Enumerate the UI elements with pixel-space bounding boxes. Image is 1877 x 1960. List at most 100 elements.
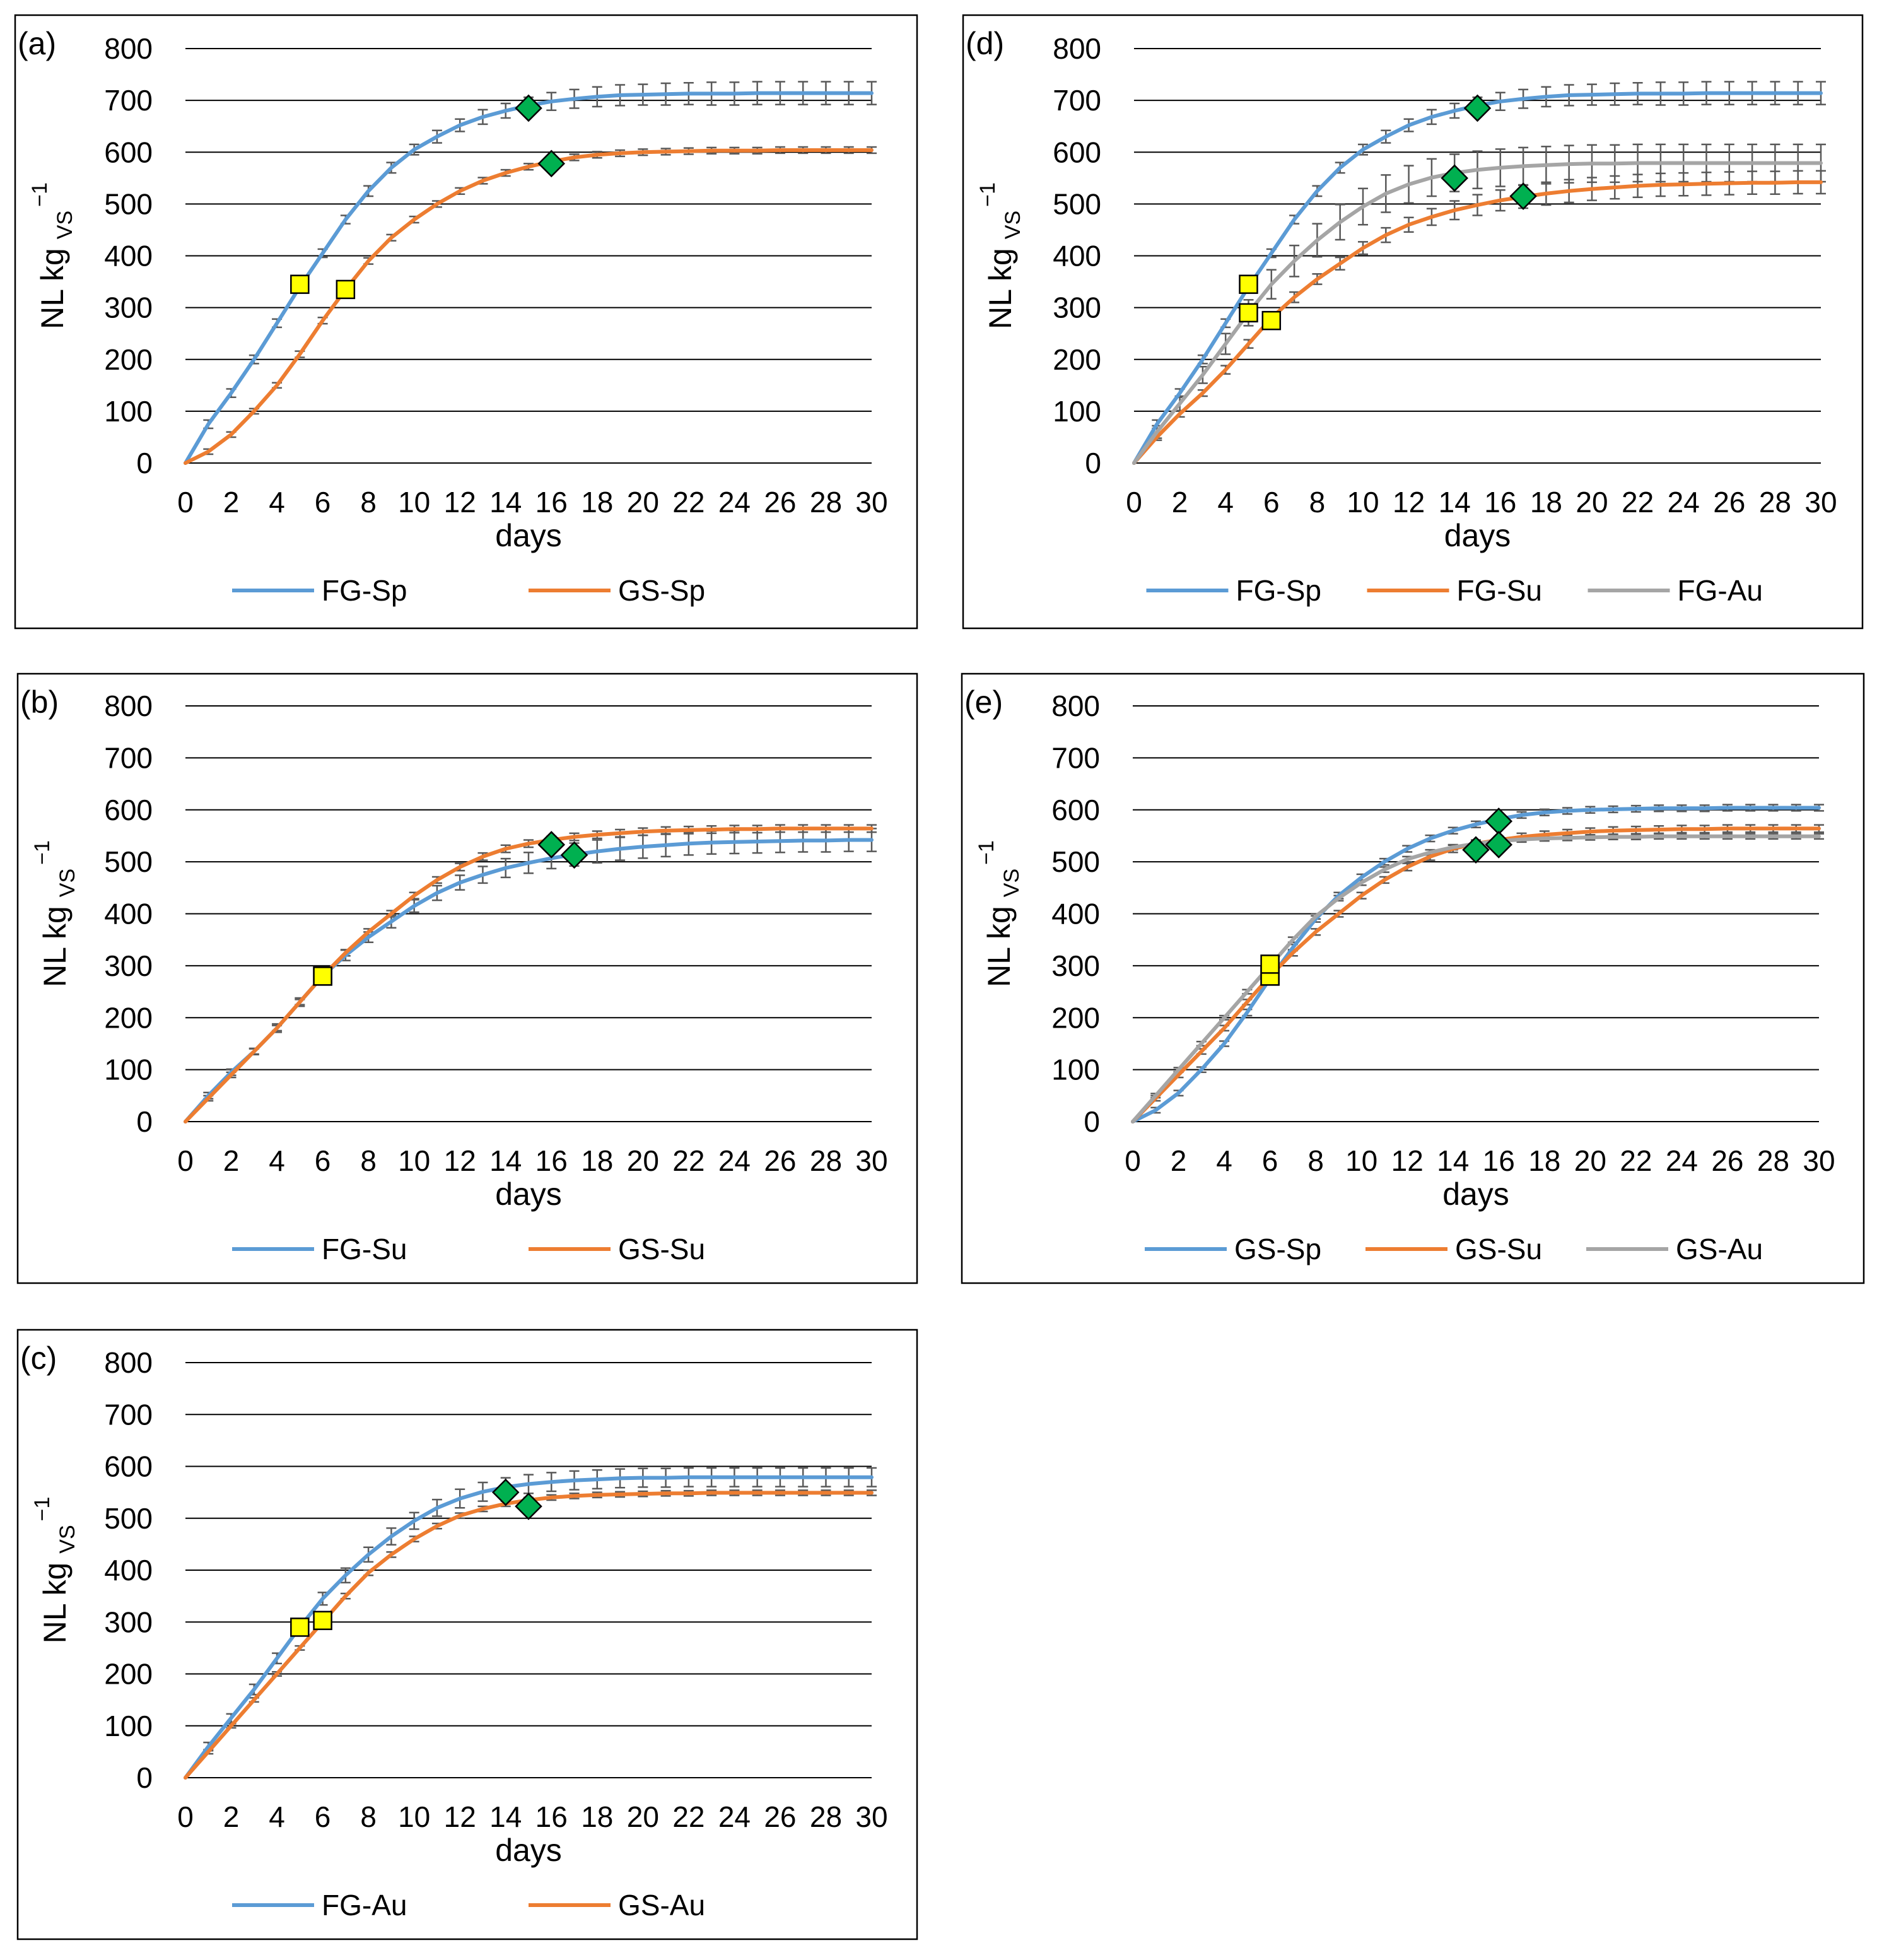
- series-line: [184, 826, 874, 1124]
- series-line: [184, 148, 874, 465]
- x-tick-label: 26: [1711, 1144, 1743, 1177]
- y-tick-label: 100: [104, 395, 153, 428]
- y-tick-label: 500: [104, 187, 153, 220]
- x-tick-label: 2: [223, 1144, 240, 1177]
- x-tick-label: 20: [627, 1800, 659, 1833]
- x-tick-label: 0: [1125, 1144, 1141, 1177]
- legend-label: GS-Au: [618, 1889, 705, 1922]
- x-tick-label: 2: [223, 486, 240, 519]
- square-marker: [1239, 303, 1258, 323]
- x-tick-label: 4: [269, 486, 285, 519]
- y-tick-label: 800: [104, 32, 153, 65]
- x-tick-label: 24: [718, 486, 751, 519]
- x-tick-label: 22: [1622, 486, 1654, 519]
- y-tick-label: 600: [1053, 136, 1101, 168]
- x-tick-label: 6: [315, 1800, 331, 1833]
- x-tick-label: 6: [315, 486, 331, 519]
- y-tick-label: 200: [104, 343, 153, 376]
- x-tick-label: 20: [627, 1144, 659, 1177]
- legend-label: FG-Sp: [1236, 574, 1321, 607]
- diamond-marker: [1509, 182, 1537, 210]
- x-tick-label: 12: [444, 1800, 476, 1833]
- square-marker: [290, 1617, 310, 1637]
- legend-label: GS-Su: [1455, 1233, 1542, 1265]
- legend-label: GS-Su: [618, 1233, 705, 1265]
- diamond-marker: [491, 1478, 520, 1506]
- diamond-marker: [1441, 164, 1468, 192]
- x-tick-label: 10: [1347, 486, 1379, 519]
- diamond-marker: [560, 841, 588, 869]
- y-tick-label: 100: [1053, 395, 1101, 428]
- y-axis-label: NL kg VS−1: [28, 182, 77, 329]
- y-tick-label: 100: [1051, 1053, 1100, 1086]
- y-tick-label: 600: [1051, 794, 1100, 826]
- x-tick-label: 2: [1172, 486, 1188, 519]
- x-tick-label: 0: [177, 486, 194, 519]
- series-line: [1132, 180, 1823, 465]
- panel-frame: [16, 1329, 918, 1940]
- y-axis-label: NL kg VS−1: [30, 840, 79, 987]
- x-tick-label: 8: [1307, 1144, 1324, 1177]
- x-tick-label: 18: [581, 486, 613, 519]
- x-tick-label: 2: [1171, 1144, 1187, 1177]
- x-tick-label: 12: [444, 486, 476, 519]
- x-tick-label: 18: [1528, 1144, 1560, 1177]
- square-marker: [1260, 954, 1280, 974]
- x-axis-label: days: [1442, 1177, 1509, 1212]
- square-marker: [290, 274, 310, 294]
- legend-label: GS-Sp: [618, 574, 705, 607]
- x-tick-label: 6: [1263, 486, 1280, 519]
- x-axis-label: days: [495, 518, 562, 553]
- legend-label: FG-Su: [322, 1233, 407, 1265]
- diamond-marker: [1485, 831, 1513, 859]
- x-tick-label: 14: [1439, 486, 1471, 519]
- y-tick-label: 600: [104, 794, 153, 826]
- panel-frame: [16, 672, 918, 1284]
- x-tick-label: 10: [398, 1800, 430, 1833]
- y-tick-label: 500: [1053, 187, 1101, 220]
- x-tick-label: 18: [581, 1800, 613, 1833]
- legend-label: GS-Au: [1676, 1233, 1763, 1265]
- square-marker: [313, 1611, 332, 1631]
- x-tick-label: 30: [1804, 486, 1837, 519]
- x-tick-label: 24: [1666, 1144, 1698, 1177]
- x-tick-label: 8: [360, 1144, 377, 1177]
- x-tick-label: 30: [855, 486, 887, 519]
- y-tick-label: 800: [1051, 690, 1100, 722]
- x-tick-label: 16: [1483, 1144, 1515, 1177]
- x-tick-label: 24: [1668, 486, 1700, 519]
- x-tick-label: 2: [223, 1800, 240, 1833]
- legend-label: FG-Sp: [322, 574, 407, 607]
- y-tick-label: 300: [1053, 291, 1101, 324]
- x-tick-label: 28: [810, 1800, 842, 1833]
- x-tick-label: 12: [444, 1144, 476, 1177]
- series-line: [1131, 806, 1821, 1124]
- x-tick-label: 26: [764, 1800, 796, 1833]
- x-tick-label: 6: [1262, 1144, 1278, 1177]
- x-tick-label: 24: [718, 1144, 751, 1177]
- square-marker: [1239, 274, 1258, 294]
- y-tick-label: 300: [104, 291, 153, 324]
- x-tick-label: 28: [810, 1144, 842, 1177]
- x-axis-label: days: [495, 1177, 562, 1212]
- x-tick-label: 22: [672, 1144, 705, 1177]
- x-axis-label: days: [1444, 518, 1511, 553]
- y-tick-label: 200: [1053, 343, 1101, 376]
- x-tick-label: 4: [1217, 486, 1234, 519]
- x-tick-label: 22: [672, 1800, 705, 1833]
- y-tick-label: 700: [1053, 84, 1101, 117]
- diamond-marker: [537, 831, 566, 859]
- y-tick-label: 100: [104, 1053, 153, 1086]
- y-tick-label: 700: [104, 1398, 153, 1431]
- x-tick-label: 14: [1437, 1144, 1469, 1177]
- y-tick-label: 500: [104, 1502, 153, 1535]
- y-tick-label: 500: [104, 845, 153, 878]
- y-tick-label: 400: [1051, 898, 1100, 930]
- square-marker: [1261, 310, 1282, 331]
- panel-label: (b): [20, 684, 59, 720]
- x-tick-label: 14: [489, 1800, 522, 1833]
